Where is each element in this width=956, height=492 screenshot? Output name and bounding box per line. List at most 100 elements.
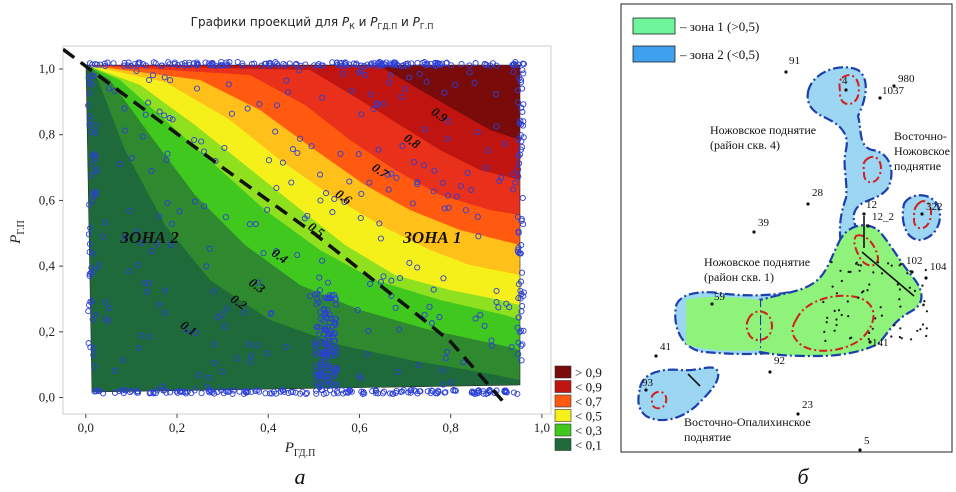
well-point <box>900 337 903 340</box>
well-point <box>890 335 893 338</box>
scatter-point <box>362 72 369 79</box>
scatter-point <box>358 190 365 197</box>
scatter-point <box>121 127 128 134</box>
scatter-point <box>191 387 198 394</box>
scatter-point <box>372 390 379 397</box>
scatter-point <box>427 60 434 67</box>
scatter-point <box>515 87 522 94</box>
scatter-point <box>161 74 168 81</box>
scatter-point <box>122 234 129 241</box>
y-tick-label: 0,8 <box>39 127 55 142</box>
scatter-point <box>484 147 491 154</box>
scatter-point <box>424 388 431 395</box>
scatter-point <box>517 132 524 139</box>
scatter-point <box>313 324 320 331</box>
scatter-point <box>286 60 293 67</box>
scatter-point <box>202 59 209 66</box>
scatter-point <box>318 359 325 366</box>
scatter-point <box>264 206 271 213</box>
well-point <box>909 270 912 273</box>
legend-label: < 0,1 <box>575 438 602 453</box>
scatter-point <box>468 186 475 194</box>
scatter-point <box>376 220 383 227</box>
scatter-point <box>400 62 407 69</box>
scatter-point <box>469 388 476 395</box>
scatter-point <box>439 367 446 374</box>
scatter-point <box>211 359 218 366</box>
well-point <box>913 289 917 292</box>
well-point <box>849 270 852 273</box>
scatter-point <box>452 81 459 88</box>
scatter-point <box>515 99 522 106</box>
scatter-point <box>169 116 176 123</box>
scatter-point <box>367 91 375 98</box>
scatter-point <box>406 74 413 81</box>
scatter-point <box>432 60 439 67</box>
scatter-point <box>219 368 226 375</box>
scatter-point <box>315 331 322 338</box>
scatter-point <box>86 201 93 208</box>
scatter-point <box>314 62 321 69</box>
scatter-point <box>387 72 394 79</box>
scatter-point <box>85 231 92 238</box>
scatter-point <box>91 363 98 370</box>
scatter-point <box>244 105 251 112</box>
scatter-point <box>512 179 519 186</box>
well-point <box>899 327 902 330</box>
scatter-point <box>161 287 168 294</box>
scatter-point <box>442 389 449 396</box>
well-point <box>921 284 924 287</box>
scatter-point <box>519 85 526 92</box>
scatter-point <box>146 390 153 397</box>
scatter-point <box>122 387 129 394</box>
well-point <box>835 318 838 321</box>
well-label: 4 <box>842 75 848 87</box>
scatter-point <box>324 279 332 286</box>
scatter-point <box>514 213 522 221</box>
y-tick-label: 0,2 <box>39 324 55 339</box>
scatter-point <box>428 320 435 327</box>
well-point <box>887 262 890 265</box>
map-zone1-strip <box>686 297 760 351</box>
scatter-point <box>402 86 409 93</box>
well-point <box>868 331 871 334</box>
scatter-point <box>294 149 301 157</box>
scatter-point <box>273 248 280 255</box>
scatter-point <box>496 178 503 185</box>
y-tick-label: 0,4 <box>39 258 56 273</box>
scatter-point <box>246 221 254 228</box>
scatter-point <box>313 390 320 397</box>
scatter-point <box>518 217 525 224</box>
scatter-point <box>518 290 525 298</box>
well-label: 28 <box>812 187 824 199</box>
scatter-point <box>222 323 229 330</box>
scatter-point <box>380 273 387 280</box>
well-point <box>822 300 825 304</box>
scatter-point <box>520 327 527 334</box>
scatter-point <box>86 121 93 128</box>
scatter-point <box>255 279 262 286</box>
scatter-point <box>420 162 428 169</box>
scatter-point <box>518 357 525 364</box>
scatter-point <box>92 168 99 175</box>
scatter-point <box>392 389 399 396</box>
scatter-point <box>158 62 165 69</box>
scatter-point <box>134 262 142 269</box>
scatter-point <box>388 277 395 284</box>
well-point <box>866 224 870 228</box>
scatter-point <box>393 174 400 181</box>
scatter-point <box>164 199 171 207</box>
scatter-point <box>225 81 232 88</box>
scatter-point <box>221 144 228 151</box>
scatter-point <box>85 308 92 315</box>
scatter-point <box>210 288 217 295</box>
scatter-point <box>192 329 200 336</box>
scatter-point <box>289 388 296 395</box>
scatter-point <box>481 322 488 329</box>
scatter-point <box>223 305 230 312</box>
legend-label: < 0,5 <box>575 409 602 424</box>
scatter-point <box>471 79 478 86</box>
scatter-point <box>503 389 510 396</box>
scatter-point <box>256 100 263 108</box>
